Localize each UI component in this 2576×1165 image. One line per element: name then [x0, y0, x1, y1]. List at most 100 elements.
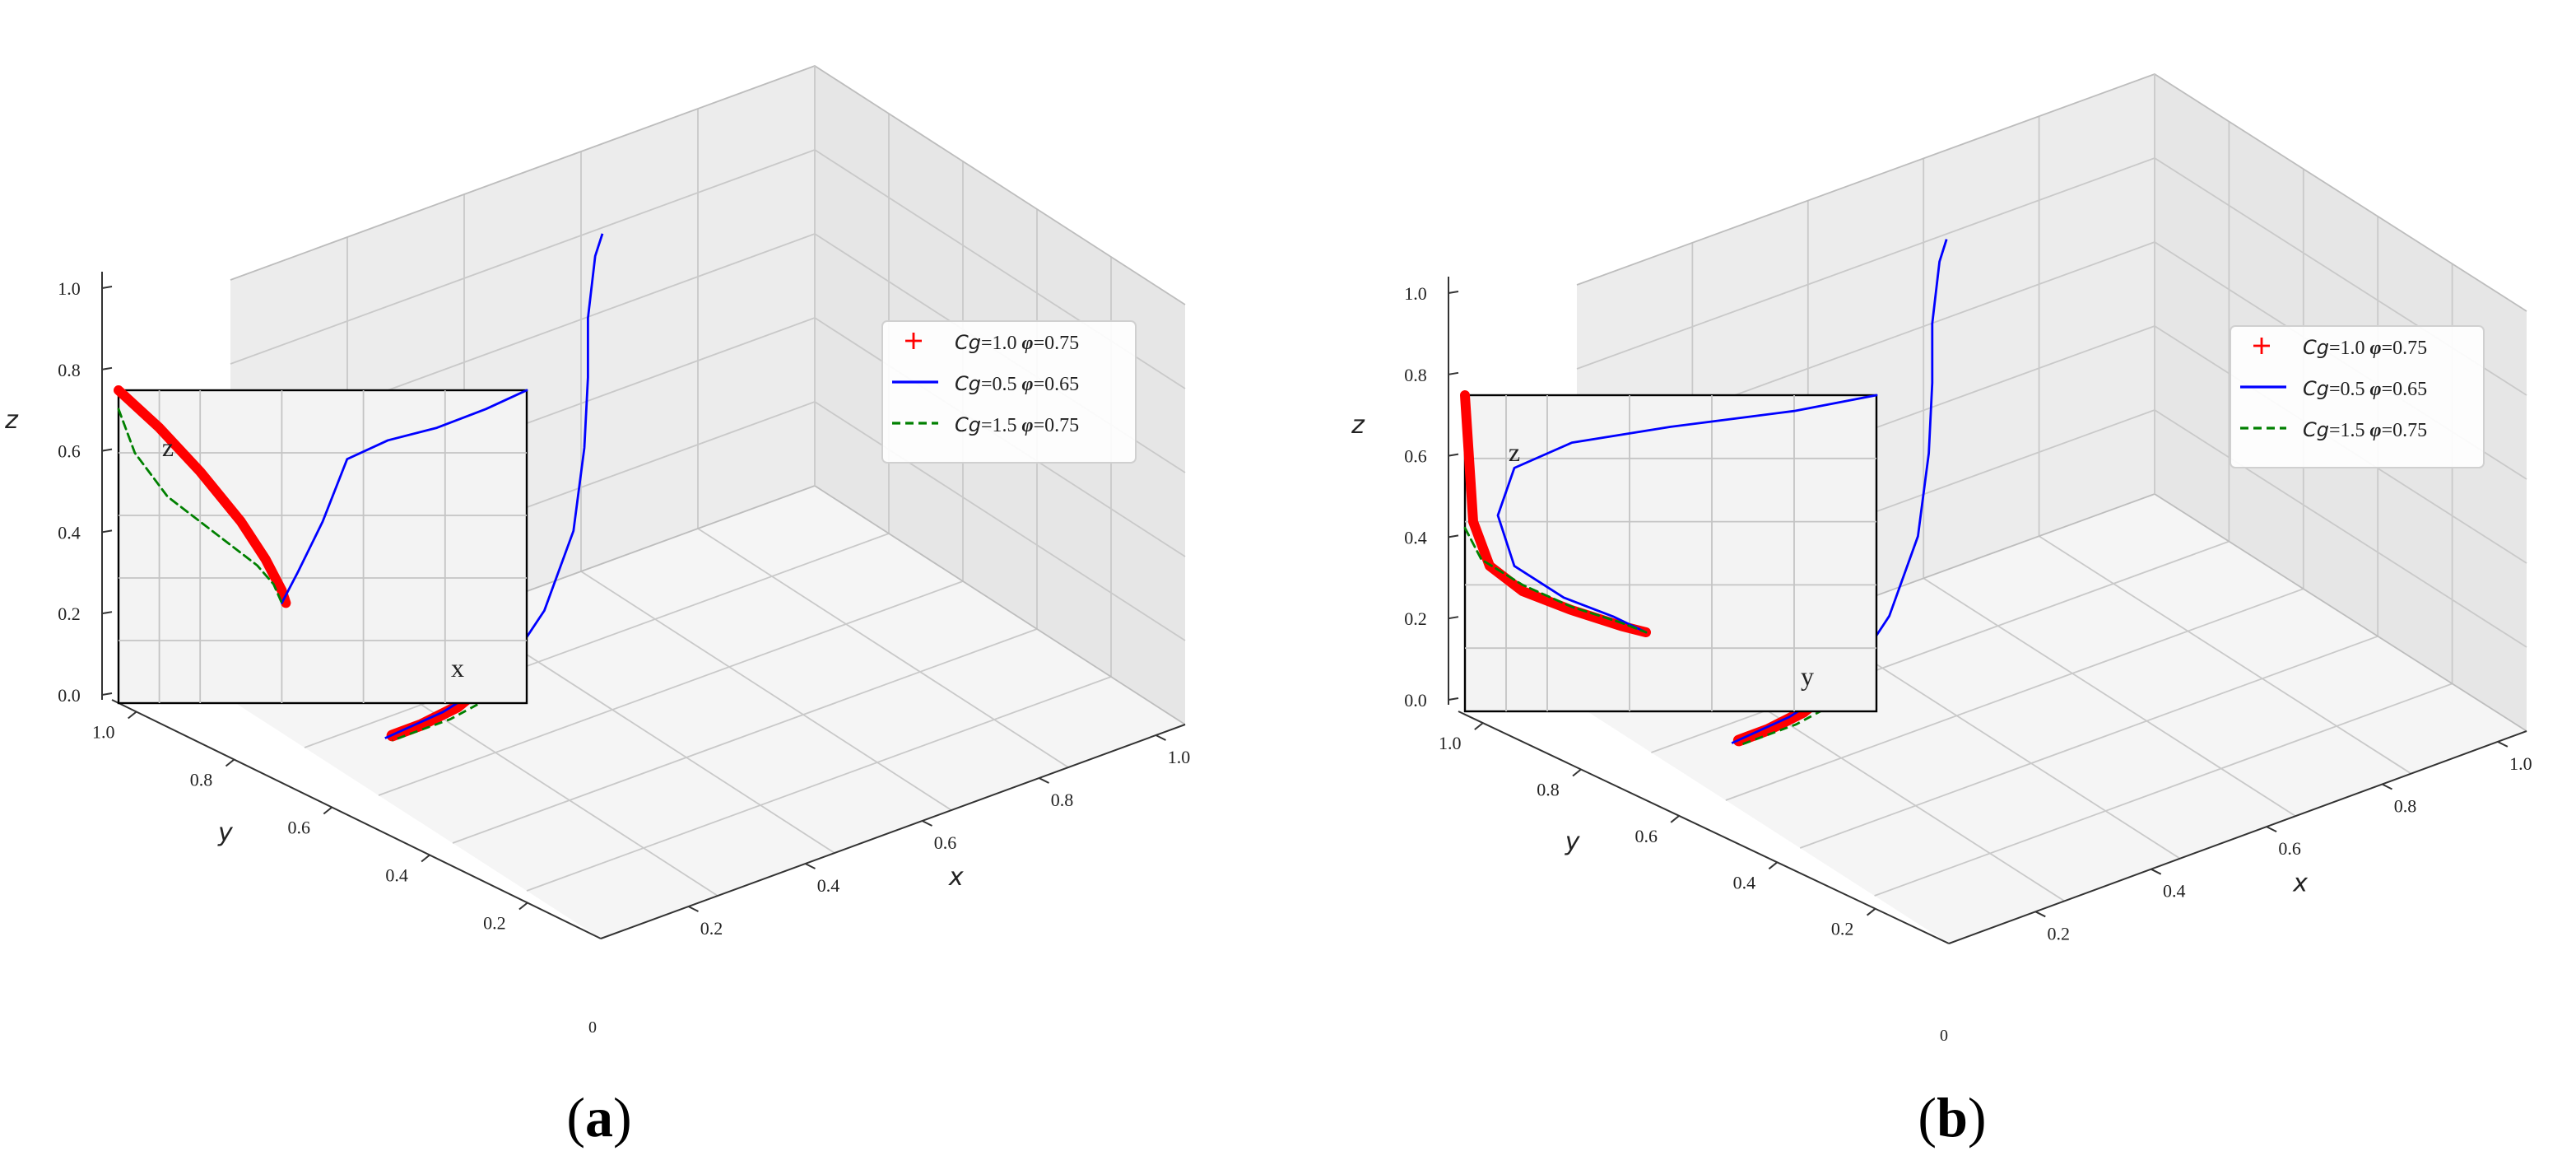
legend-entry-label: Cg=1.0 φ=0.75 — [2303, 336, 2427, 359]
y-tick-label: 0.8 — [190, 770, 213, 790]
z-tick — [101, 448, 113, 452]
x-tick — [2497, 741, 2509, 748]
x-tick-label: 1.0 — [1168, 747, 1191, 767]
inset-plot: zx — [114, 385, 528, 705]
legend-phi: φ — [2370, 420, 2382, 441]
y-tick-label: 0.6 — [288, 818, 311, 838]
x-tick — [2034, 911, 2046, 918]
floor-grid-y — [378, 580, 964, 796]
z-tick-label: 0.4 — [1404, 527, 1427, 548]
legend-cg: Cg — [2303, 336, 2329, 359]
legend-cg-value: =1.0 — [2329, 338, 2370, 359]
y-tick — [1474, 722, 1484, 730]
y-tick — [1572, 768, 1582, 777]
y-tick — [323, 806, 332, 815]
panel-label-a-letter: a — [585, 1086, 613, 1149]
z-tick-labels: 0.0 0.2 0.4 0.6 0.8 1.0 — [58, 278, 113, 706]
panel-a: 0.20.40.60.81.00.20.40.60.81.00.00.20.40… — [4, 65, 1191, 1037]
legend-entry-label: Cg=1.5 φ=0.75 — [2303, 418, 2427, 441]
legend-cg-value: =0.5 — [2329, 379, 2370, 400]
legend-cg: Cg — [955, 372, 981, 395]
panel-b: 0.20.40.60.81.00.20.40.60.81.00.00.20.40… — [1351, 73, 2532, 1045]
inset-series-cg05 — [1496, 394, 1878, 634]
y-tick-label: 0.4 — [385, 865, 408, 886]
inset-series-cg10 — [114, 385, 291, 608]
legend-cg: Cg — [955, 413, 981, 436]
inset-series-cg05 — [281, 389, 528, 604]
inset-vertical-label: z — [1509, 437, 1520, 467]
z-tick-label: 0.8 — [58, 360, 81, 380]
legend-cg-value: =1.5 — [2329, 420, 2370, 441]
z-tick-label: 1.0 — [1404, 283, 1427, 304]
z-tick — [101, 692, 113, 696]
floor-grid-x — [2039, 535, 2412, 775]
z-tick-label: 0.6 — [58, 441, 81, 462]
y-tick-label: 0.2 — [1831, 919, 1854, 939]
y-tick — [128, 711, 137, 720]
x-tick — [1155, 734, 1166, 741]
z-tick — [1448, 453, 1459, 457]
legend-phi: φ — [2370, 379, 2382, 400]
x-tick-label: 1.0 — [2509, 753, 2532, 774]
y-tick-label: 1.0 — [1439, 733, 1462, 753]
z-tick-label: 0.2 — [1404, 608, 1427, 629]
x-tick — [922, 820, 932, 827]
z-axis-label: z — [1351, 411, 1365, 440]
y-axis-line — [111, 699, 602, 939]
z-tick — [101, 366, 113, 370]
inset-series-cg10 — [1460, 390, 1651, 637]
x-tick-label: 0.6 — [934, 832, 957, 853]
axes — [1448, 277, 2527, 944]
panel-label-a: (a) — [566, 1086, 631, 1149]
floor-pane — [1577, 494, 2527, 944]
x-axis-line — [1948, 730, 2527, 944]
y-axis-line — [1458, 711, 1950, 944]
chart-3d-a: 0.20.40.60.81.00.20.40.60.81.00.00.20.40… — [4, 65, 1191, 1037]
y-tick-label: 0.2 — [483, 913, 506, 934]
legend-entry-label: Cg=0.5 φ=0.65 — [2303, 377, 2427, 400]
y-axis-label: y — [1565, 828, 1581, 857]
y-tick — [1670, 815, 1680, 823]
x-tick-label: 0.6 — [2278, 838, 2301, 859]
panel-label-b: (b) — [1918, 1086, 1986, 1149]
y-tick-label: 0.6 — [1634, 826, 1658, 846]
legend-phi-value: =0.65 — [1034, 374, 1080, 395]
z-tick-label: 0.0 — [1404, 690, 1427, 711]
z-tick — [101, 286, 113, 289]
inset-series-cg15 — [117, 408, 283, 604]
inset-horizontal-label: y — [1801, 661, 1814, 691]
floor-grid-x — [580, 571, 952, 811]
legend-cg: Cg — [2303, 377, 2329, 400]
z-tick-label: 0.8 — [1404, 365, 1427, 385]
x-tick-label: 0.4 — [817, 875, 840, 896]
legend-box — [2230, 325, 2485, 468]
z-tick — [1448, 371, 1459, 375]
origin-tick-label: 0 — [588, 1018, 597, 1037]
x-tick — [2382, 783, 2392, 790]
floor-grid-y — [1799, 635, 2378, 849]
legend-cg: Cg — [955, 331, 981, 354]
panel-label-b-letter: b — [1937, 1086, 1968, 1149]
x-axis-label: x — [2292, 869, 2308, 897]
z-tick — [101, 611, 113, 615]
floor-grid-y — [526, 676, 1112, 892]
floor-grid-y — [452, 628, 1038, 844]
z-axis-label: z — [4, 406, 19, 435]
y-tick-label: 0.8 — [1537, 780, 1560, 800]
legend-entry-label: Cg=1.5 φ=0.75 — [955, 413, 1079, 436]
legend-phi: φ — [2370, 338, 2382, 359]
inset-plot: zy — [1460, 390, 1878, 713]
z-tick — [1448, 697, 1459, 701]
z-tick-label: 0.6 — [1404, 446, 1427, 467]
x-tick — [805, 863, 816, 869]
x-tick-label: 0.2 — [700, 918, 723, 939]
y-tick — [1866, 907, 1876, 916]
z-tick-label: 0.2 — [58, 603, 81, 624]
x-tick-labels: 0.2 0.4 0.6 0.8 1.0 — [688, 734, 1191, 939]
y-axis-label: y — [217, 819, 234, 848]
z-tick — [101, 529, 113, 534]
inset-series-cg15 — [1463, 526, 1648, 634]
legend-cg-value: =1.5 — [981, 415, 1022, 436]
